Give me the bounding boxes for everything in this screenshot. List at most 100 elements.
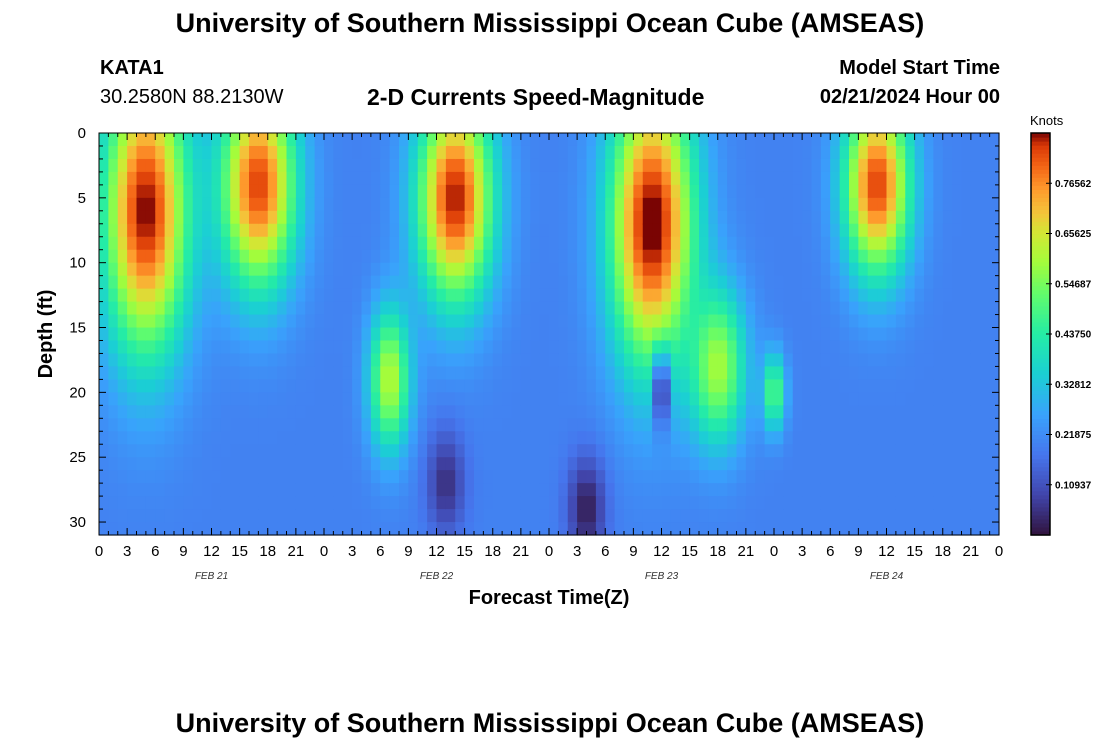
heatmap-cell — [820, 184, 831, 199]
heatmap-cell — [436, 444, 447, 458]
heatmap-cell — [127, 483, 138, 497]
heatmap-cell — [174, 444, 184, 458]
heatmap-cell — [586, 145, 597, 160]
heatmap-cell — [924, 171, 934, 186]
heatmap-cell — [361, 197, 372, 212]
heatmap-cell — [605, 275, 616, 290]
heatmap-cell — [689, 262, 700, 277]
heatmap-cell — [914, 197, 925, 212]
heatmap-cell — [764, 133, 775, 147]
heatmap-cell — [661, 496, 672, 510]
heatmap-cell — [464, 236, 475, 251]
heatmap-cell — [858, 145, 869, 160]
heatmap-cell — [886, 210, 897, 225]
heatmap-cell — [530, 184, 541, 199]
heatmap-cell — [436, 275, 447, 290]
heatmap-cell — [933, 418, 944, 432]
heatmap-cell — [727, 340, 738, 355]
heatmap-cell — [352, 314, 363, 329]
heatmap-cell — [586, 171, 597, 186]
heatmap-cell — [652, 133, 663, 147]
colorbar-swatch — [1031, 277, 1050, 283]
heatmap-cell — [727, 392, 738, 406]
heatmap-cell — [370, 275, 381, 290]
heatmap-cell — [117, 379, 128, 393]
heatmap-cell — [155, 327, 166, 342]
heatmap-cell — [520, 184, 531, 199]
heatmap-cell — [230, 314, 241, 329]
heatmap-cell — [745, 262, 756, 277]
heatmap-cell — [445, 379, 456, 393]
heatmap-cell — [595, 470, 606, 484]
heatmap-cell — [183, 379, 194, 393]
heatmap-cell — [155, 431, 166, 445]
heatmap-cell — [633, 379, 644, 393]
heatmap-cell — [277, 133, 288, 147]
heatmap-cell — [567, 184, 578, 199]
heatmap-cell — [980, 509, 991, 523]
heatmap-cell — [361, 444, 372, 458]
heatmap-cell — [774, 392, 784, 406]
heatmap-cell — [202, 223, 213, 238]
heatmap-cell — [952, 288, 963, 303]
heatmap-cell — [511, 158, 522, 173]
heatmap-cell — [886, 392, 897, 406]
heatmap-cell — [811, 236, 822, 251]
heatmap-cell — [970, 223, 981, 238]
heatmap-cell — [436, 379, 447, 393]
heatmap-cell — [342, 522, 353, 536]
heatmap-cell — [614, 314, 625, 329]
heatmap-cell — [492, 418, 503, 432]
colorbar-swatch — [1031, 486, 1050, 492]
heatmap-cell — [549, 236, 559, 251]
heatmap-cell — [689, 457, 700, 471]
heatmap-cell — [942, 145, 953, 160]
heatmap-cell — [239, 483, 250, 497]
heatmap-cell — [249, 418, 259, 432]
heatmap-cell — [699, 223, 709, 238]
heatmap-cell — [520, 301, 531, 316]
heatmap-cell — [858, 210, 869, 225]
heatmap-cell — [886, 223, 897, 238]
heatmap-cell — [530, 171, 541, 186]
heatmap-cell — [474, 288, 484, 303]
heatmap-cell — [792, 366, 803, 380]
heatmap-cell — [530, 483, 541, 497]
heatmap-cell — [764, 262, 775, 277]
heatmap-cell — [774, 340, 784, 355]
colorbar-swatch — [1031, 442, 1050, 448]
heatmap-cell — [295, 275, 306, 290]
heatmap-cell — [745, 275, 756, 290]
heatmap-cell — [811, 158, 822, 173]
heatmap-cell — [183, 223, 194, 238]
heatmap-cell — [361, 405, 372, 419]
heatmap-cell — [586, 366, 597, 380]
heatmap-cell — [295, 262, 306, 277]
heatmap-cell — [295, 509, 306, 523]
heatmap-cell — [380, 418, 391, 432]
heatmap-cell — [933, 327, 944, 342]
heatmap-cell — [905, 431, 916, 445]
heatmap-cell — [380, 509, 391, 523]
heatmap-cell — [708, 392, 719, 406]
heatmap-cell — [427, 379, 438, 393]
heatmap-cell — [755, 470, 766, 484]
heatmap-cell — [267, 353, 278, 368]
heatmap-cell — [736, 483, 747, 497]
heatmap-cell — [708, 288, 719, 303]
heatmap-cell — [567, 158, 578, 173]
heatmap-cell — [839, 418, 850, 432]
heatmap-cell — [108, 301, 119, 316]
heatmap-cell — [867, 262, 878, 277]
heatmap-cell — [642, 236, 653, 251]
heatmap-cell — [380, 184, 391, 199]
heatmap-cell — [474, 133, 484, 147]
heatmap-cell — [136, 210, 147, 225]
y-tick-label: 15 — [69, 320, 86, 337]
heatmap-cell — [464, 431, 475, 445]
heatmap-cell — [708, 470, 719, 484]
heatmap-cell — [220, 301, 231, 316]
heatmap-cell — [155, 236, 166, 251]
heatmap-cell — [802, 457, 813, 471]
heatmap-cell — [830, 496, 841, 510]
